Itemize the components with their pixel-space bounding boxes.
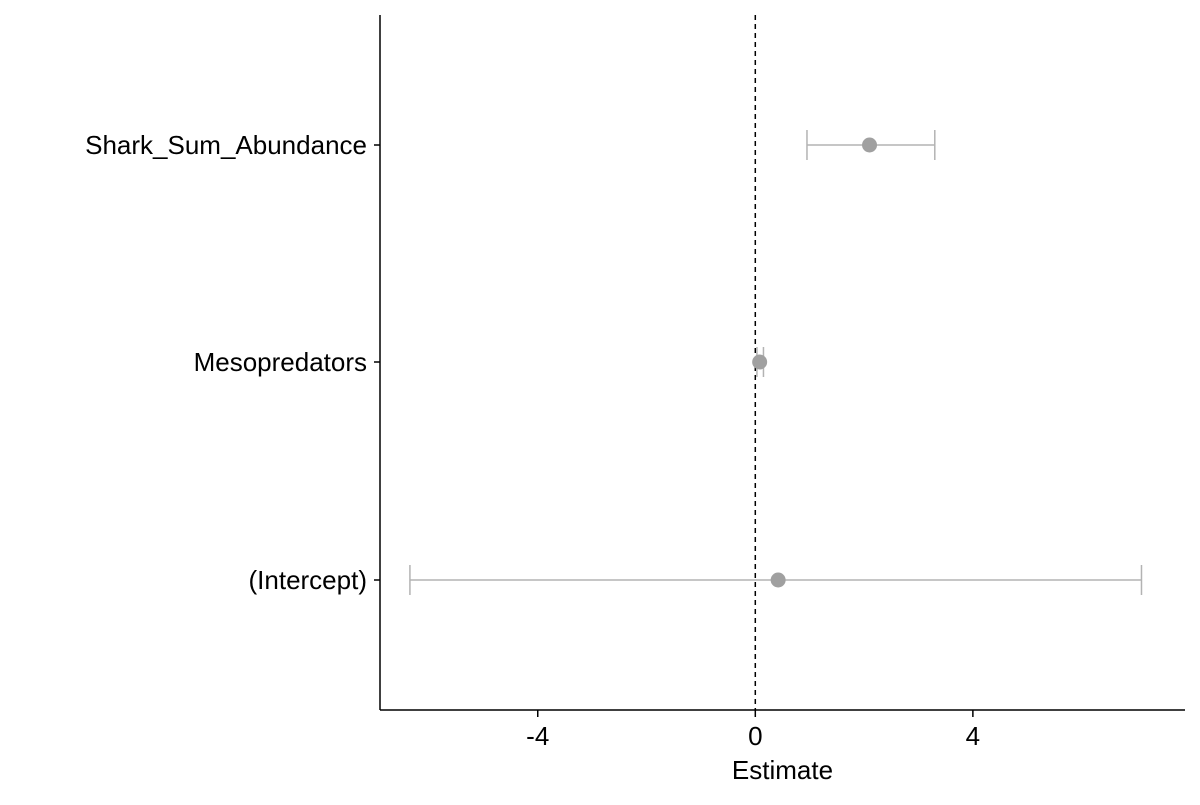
point-layer [752, 137, 878, 588]
x-tick-label: 0 [748, 721, 762, 751]
estimate-point [752, 354, 768, 370]
estimate-point [862, 137, 878, 153]
x-axis-title: Estimate [732, 755, 833, 785]
y-tick-label: Shark_Sum_Abundance [85, 130, 367, 160]
x-tick-label: 4 [966, 721, 980, 751]
errorbar-layer [409, 130, 1143, 595]
axes-layer [379, 15, 1185, 711]
x-ticks-layer: -4 0 4 [526, 710, 980, 751]
y-ticks-layer: Shark_Sum_Abundance Mesopredators (Interce… [85, 130, 380, 595]
y-tick-label: Mesopredators [194, 347, 367, 377]
y-tick-label: (Intercept) [249, 565, 368, 595]
x-tick-label: -4 [526, 721, 549, 751]
estimate-point [770, 572, 786, 588]
